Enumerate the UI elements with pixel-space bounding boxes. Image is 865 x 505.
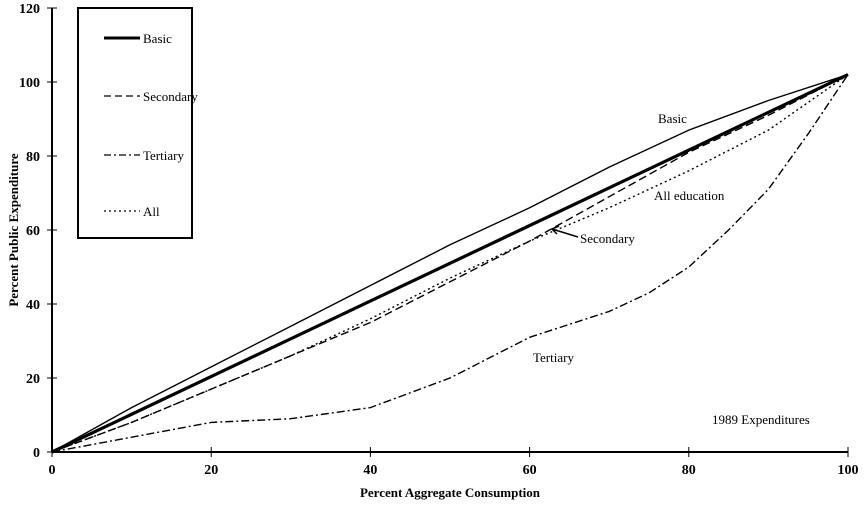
x-axis-label: Percent Aggregate Consumption [360, 485, 541, 500]
y-tick-label: 60 [26, 224, 40, 239]
annotation-all-education: All education [654, 188, 725, 203]
legend-label-tertiary: Tertiary [143, 148, 184, 163]
y-tick-label: 120 [19, 2, 40, 17]
legend: Basic Secondary Tertiary All [77, 7, 198, 239]
reference-diagonal-line [51, 73, 849, 454]
annotation-secondary: Secondary [580, 231, 635, 246]
series-line-all [51, 74, 849, 453]
axes: 0 20 40 60 80 100 0 20 40 60 80 100 120 [19, 2, 859, 478]
x-tick-label: 60 [523, 463, 537, 478]
legend-label-all: All [143, 204, 160, 219]
x-tick-label: 100 [838, 463, 859, 478]
x-tick-label: 0 [49, 463, 56, 478]
annotation-tertiary: Tertiary [533, 350, 574, 365]
annotation-basic: Basic [658, 111, 687, 126]
x-tick-label: 40 [363, 463, 377, 478]
y-tick-label: 100 [19, 76, 40, 91]
y-tick-label: 0 [33, 446, 40, 461]
x-tick-label: 80 [682, 463, 696, 478]
y-tick-label: 80 [26, 150, 40, 165]
y-tick-label: 40 [26, 298, 40, 313]
series-lines [51, 73, 849, 454]
annotation-secondary-arrow [551, 225, 579, 238]
x-tick-label: 20 [204, 463, 218, 478]
legend-label-secondary: Secondary [143, 89, 198, 104]
legend-label-basic: Basic [143, 31, 172, 46]
annotation-year: 1989 Expenditures [712, 412, 810, 427]
y-axis-label: Percent Public Expenditure [6, 153, 21, 307]
series-line-secondary [51, 73, 849, 453]
legend-box [77, 7, 193, 239]
series-line-tertiary [51, 74, 849, 453]
y-tick-label: 20 [26, 372, 40, 387]
series-line-basic [51, 73, 849, 453]
